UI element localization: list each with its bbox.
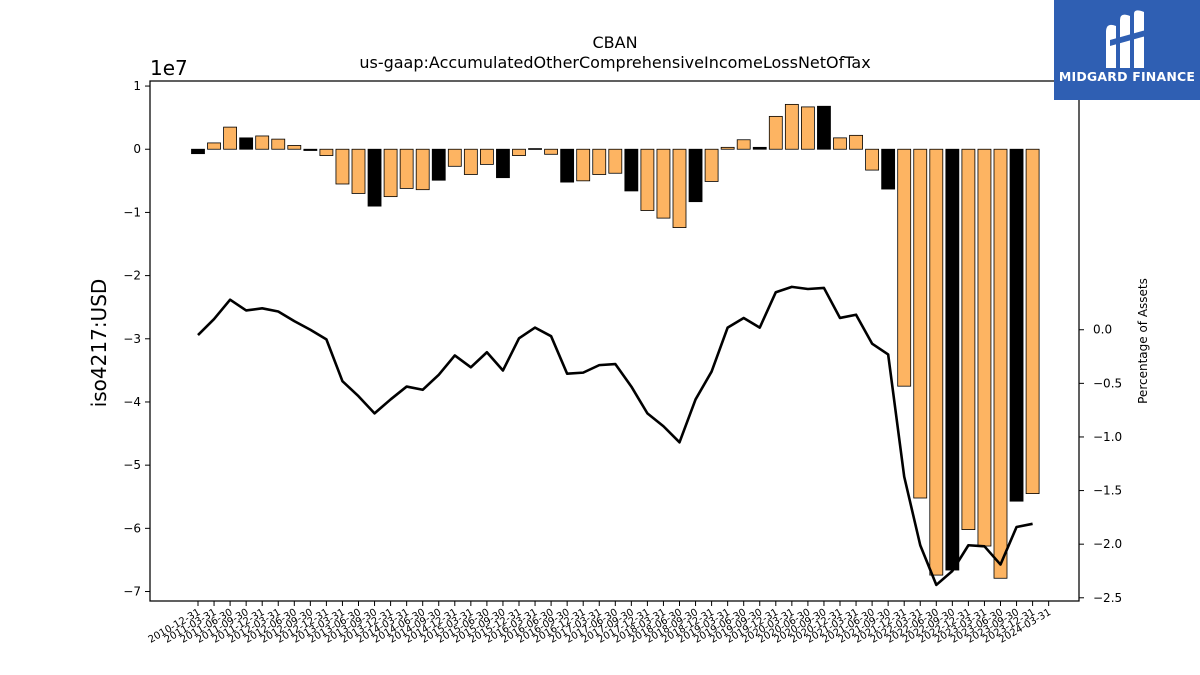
bar — [672, 148, 687, 228]
line-path — [197, 285, 1033, 587]
bar — [1009, 148, 1024, 502]
bar — [768, 115, 783, 150]
y-axis-label: iso4217:USD — [87, 279, 111, 408]
y-axis-offset-label: 1e7 — [150, 56, 188, 80]
bar — [977, 148, 992, 547]
bar — [415, 148, 430, 191]
bar — [528, 148, 542, 150]
bar — [576, 148, 591, 182]
y-tick-label: −5 — [123, 458, 141, 472]
y-tick-label: 1 — [133, 79, 141, 93]
bar — [784, 103, 799, 150]
bar — [961, 148, 976, 530]
bar — [207, 142, 221, 150]
y2-tick-label: −2.5 — [1093, 591, 1122, 605]
y2-tick-label: −0.5 — [1093, 376, 1122, 390]
bar — [319, 148, 334, 156]
midgard-logo-icon — [1106, 10, 1146, 69]
bar — [479, 148, 494, 165]
x-axis: 2010-12-312011-03-312011-06-302011-09-30… — [147, 601, 1053, 646]
chart-title: CBAN — [592, 33, 637, 52]
logo-text: MIDGARD FINANCE — [1058, 69, 1196, 84]
bar — [656, 148, 671, 219]
bar — [897, 148, 912, 387]
bar — [929, 148, 944, 576]
bar — [1025, 148, 1040, 494]
bar — [640, 148, 655, 211]
bar — [560, 148, 575, 183]
bar — [704, 148, 719, 182]
bar — [833, 137, 847, 150]
bar — [287, 145, 302, 150]
bar — [608, 148, 623, 174]
y-tick-label: −3 — [123, 332, 141, 346]
y2-tick-label: −1.5 — [1093, 484, 1122, 498]
bar — [335, 148, 350, 185]
bar — [351, 148, 366, 194]
y-tick-label: −2 — [123, 269, 141, 283]
bar — [399, 148, 414, 189]
bar — [255, 135, 270, 150]
bar — [512, 148, 526, 156]
bar — [223, 126, 238, 150]
y-tick-label: −1 — [123, 205, 141, 219]
y-tick-label: 0 — [133, 142, 141, 156]
bar — [752, 146, 767, 150]
chart-subtitle: us-gaap:AccumulatedOtherComprehensiveInc… — [359, 53, 870, 72]
y-tick-label: −4 — [123, 395, 141, 409]
bar — [913, 148, 928, 499]
bar — [447, 148, 462, 167]
bar — [736, 139, 751, 150]
bar — [191, 148, 205, 155]
bar — [993, 148, 1008, 579]
bar — [849, 134, 863, 150]
bar — [303, 148, 318, 151]
bar — [592, 148, 607, 175]
y-axis: 1 0 −1 −2 −3 −4 −5 −6 −7 — [123, 79, 150, 599]
y2-tick-label: −2.0 — [1093, 537, 1122, 551]
y2-tick-label: −1.0 — [1093, 430, 1122, 444]
bar — [817, 105, 831, 150]
plot-frame — [149, 80, 1080, 602]
bar — [688, 148, 703, 203]
y2-tick-label: 0.0 — [1093, 323, 1112, 337]
midgard-finance-logo: MIDGARD FINANCE — [1054, 0, 1200, 100]
secondary-y-axis: 0.0 −0.5 −1.0 −1.5 −2.0 −2.5 — [1079, 323, 1122, 605]
secondary-y-axis-label: Percentage of Assets — [1136, 278, 1150, 404]
line-series — [197, 285, 1033, 587]
bar — [865, 148, 879, 171]
bar — [271, 138, 286, 150]
bar — [496, 148, 510, 179]
bar — [720, 146, 735, 150]
bar — [945, 148, 960, 571]
y-tick-label: −7 — [123, 585, 141, 599]
y-tick-label: −6 — [123, 521, 141, 535]
bar — [431, 148, 446, 181]
bar — [367, 148, 382, 207]
bar — [544, 148, 558, 155]
bar — [383, 148, 398, 198]
bar — [801, 106, 815, 150]
bar — [624, 148, 639, 192]
bar — [239, 137, 254, 150]
bar-series — [191, 103, 1040, 579]
bar — [881, 148, 896, 190]
bar — [463, 148, 478, 175]
